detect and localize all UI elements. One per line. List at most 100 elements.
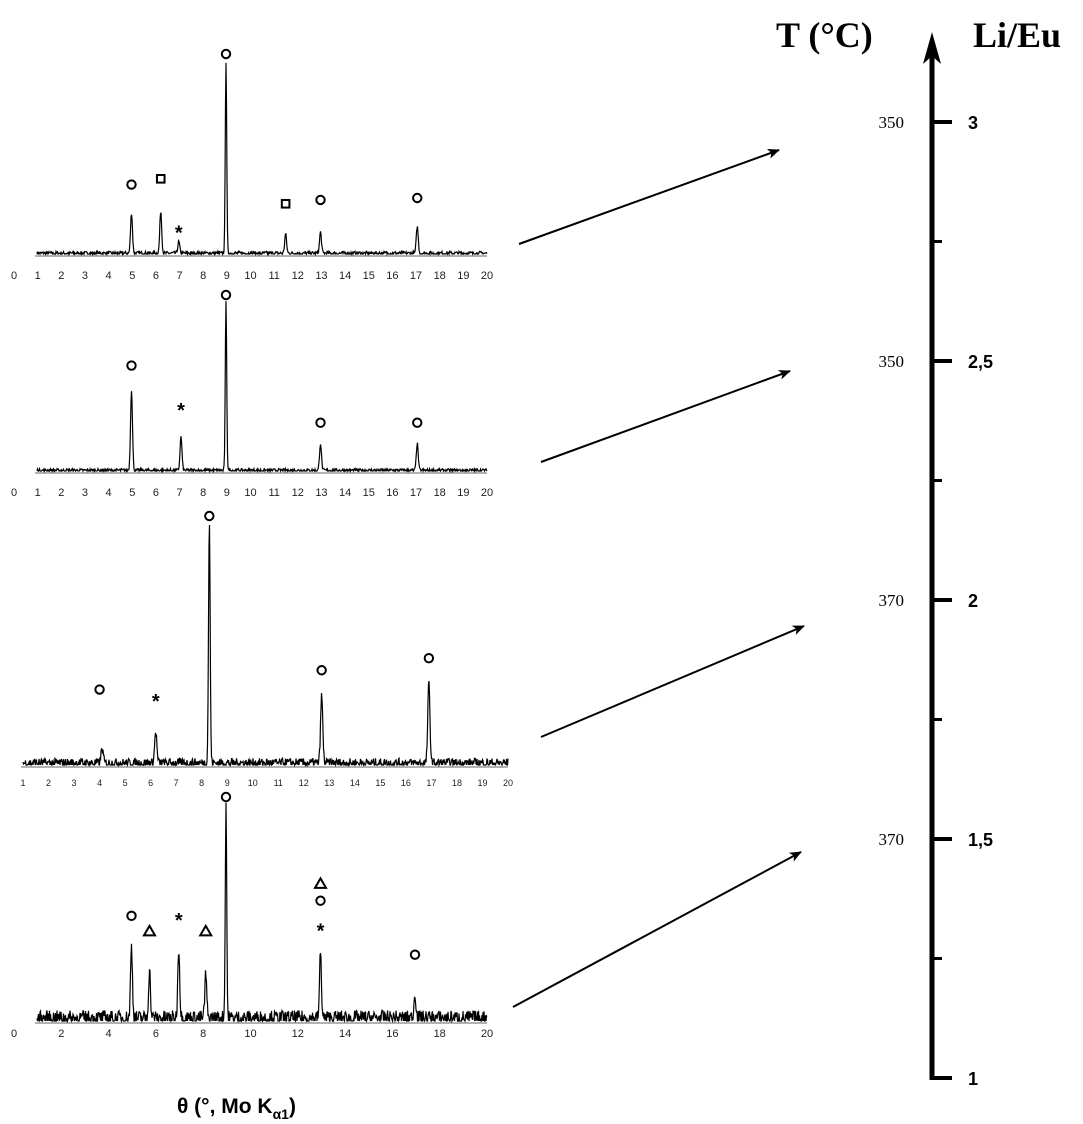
phase-marker-circle (412, 417, 423, 428)
phase-marker-circle (94, 684, 105, 695)
phase-marker-circle (315, 417, 326, 428)
diffraction-pattern-line (36, 62, 488, 257)
phase-marker-triangle (142, 923, 157, 937)
x-tick-label: 12 (299, 778, 309, 788)
x-tick-label: 10 (244, 1028, 256, 1040)
x-tick-label: 3 (72, 778, 77, 788)
x-tick-label: 4 (97, 778, 102, 788)
x-tick-label: 15 (363, 270, 375, 282)
x-tick-label: 4 (106, 270, 112, 282)
temperature-label: 350 (879, 113, 905, 132)
x-tick-label: 1 (20, 778, 25, 788)
x-tick-label: 0 (11, 1028, 17, 1040)
phase-marker-circle (220, 791, 232, 803)
x-tick-label: 6 (153, 270, 159, 282)
x-tick-label: 6 (148, 778, 153, 788)
ratio-axis-arrowhead (923, 32, 941, 64)
x-tick-label: 20 (481, 1028, 493, 1040)
x-axis-label-subscript: α1 (273, 1106, 290, 1122)
x-tick-label: 14 (350, 778, 360, 788)
phase-marker-asterisk: * (177, 400, 185, 422)
x-tick-label: 12 (292, 1028, 304, 1040)
phase-marker-circle (126, 360, 137, 371)
x-tick-label: 15 (363, 487, 375, 499)
x-tick-label: 13 (315, 270, 327, 282)
x-tick-label: 5 (129, 487, 135, 499)
x-tick-label: 12 (292, 487, 304, 499)
x-tick-label: 8 (200, 1028, 206, 1040)
x-tick-label: 1 (35, 487, 41, 499)
x-tick-label: 5 (123, 778, 128, 788)
x-tick-label: 2 (58, 487, 64, 499)
x-tick-label: 20 (481, 487, 493, 499)
temperature-label: 370 (879, 591, 905, 610)
x-tick-label: 15 (375, 778, 385, 788)
x-tick-label: 10 (244, 487, 256, 499)
x-tick-label: 4 (106, 1028, 112, 1040)
x-tick-label: 14 (339, 487, 351, 499)
x-tick-label: 18 (434, 1028, 446, 1040)
link-arrow (540, 625, 805, 738)
x-tick-label: 8 (199, 778, 204, 788)
phase-marker-circle (220, 48, 232, 60)
phase-marker-circle (315, 895, 326, 906)
phase-marker-circle (315, 194, 326, 206)
ratio-tick-label: 1 (968, 1069, 978, 1089)
x-tick-label: 6 (153, 1028, 159, 1040)
temperature-header: T (°C) (776, 15, 873, 55)
x-tick-label: 20 (481, 270, 493, 282)
x-tick-label: 12 (292, 270, 304, 282)
link-arrow (512, 851, 802, 1008)
phase-marker-circle (409, 949, 421, 960)
x-tick-label: 8 (200, 487, 206, 499)
x-tick-label: 18 (452, 778, 462, 788)
temperature-label: 350 (879, 352, 905, 371)
xrd-pattern-panels: 0 1 2 3 4 5 6 7 8 9 10 11 12 13 14 15 16 17 18 19 20*0 1 2 3 4 5 6… (11, 48, 513, 1040)
phase-marker-triangle (313, 876, 328, 889)
x-tick-label: 0 (11, 270, 17, 282)
x-tick-label: 16 (401, 778, 411, 788)
phase-marker-circle (316, 665, 327, 676)
phase-marker-asterisk: * (175, 910, 183, 932)
x-tick-label: 11 (268, 270, 279, 282)
x-tick-label: 18 (434, 487, 446, 499)
ratio-tick-label: 3 (968, 113, 978, 133)
phase-marker-circle (412, 192, 423, 204)
ratio-tick-label: 2 (968, 591, 978, 611)
x-tick-label: 11 (274, 778, 283, 788)
xrd-panel-1: 0 1 2 3 4 5 6 7 8 9 10 11 12 13 14 15 16 17 18 19 20* (11, 48, 493, 282)
pattern-to-ratio-arrows (512, 149, 805, 1008)
phase-marker-asterisk: * (317, 921, 325, 943)
link-arrow (518, 149, 780, 245)
ratio-tick-label: 2,5 (968, 352, 993, 372)
x-tick-label: 17 (410, 487, 422, 499)
x-tick-label: 13 (324, 778, 334, 788)
phase-marker-asterisk: * (175, 223, 183, 245)
phase-marker-circle (423, 652, 435, 664)
x-tick-label: 3 (82, 487, 88, 499)
phase-marker-circle (126, 179, 137, 190)
x-tick-label: 17 (426, 778, 436, 788)
x-axis-label-end: ) (289, 1095, 296, 1118)
x-tick-label: 13 (315, 487, 327, 499)
ratio-header: Li/Eu (973, 15, 1061, 55)
x-tick-label: 1 (35, 270, 41, 282)
x-tick-label: 7 (176, 487, 182, 499)
diffraction-pattern-line (36, 301, 488, 474)
x-tick-label: 10 (244, 270, 256, 282)
x-axis-label: θ (°, Mo Kα1) (177, 1095, 296, 1122)
link-arrow (540, 370, 791, 463)
ratio-tick-label: 1,5 (968, 830, 993, 850)
diffraction-pattern-line (22, 524, 509, 768)
x-tick-label: 14 (339, 270, 351, 282)
x-tick-label: 8 (200, 270, 206, 282)
x-tick-label: 3 (82, 270, 88, 282)
phase-marker-triangle (198, 923, 213, 937)
x-tick-label: 19 (457, 487, 469, 499)
x-tick-label: 2 (58, 1028, 64, 1040)
x-tick-label: 10 (248, 778, 258, 788)
x-tick-label: 11 (268, 487, 279, 499)
diffraction-pattern-line (36, 802, 488, 1024)
temperature-label: 370 (879, 830, 905, 849)
